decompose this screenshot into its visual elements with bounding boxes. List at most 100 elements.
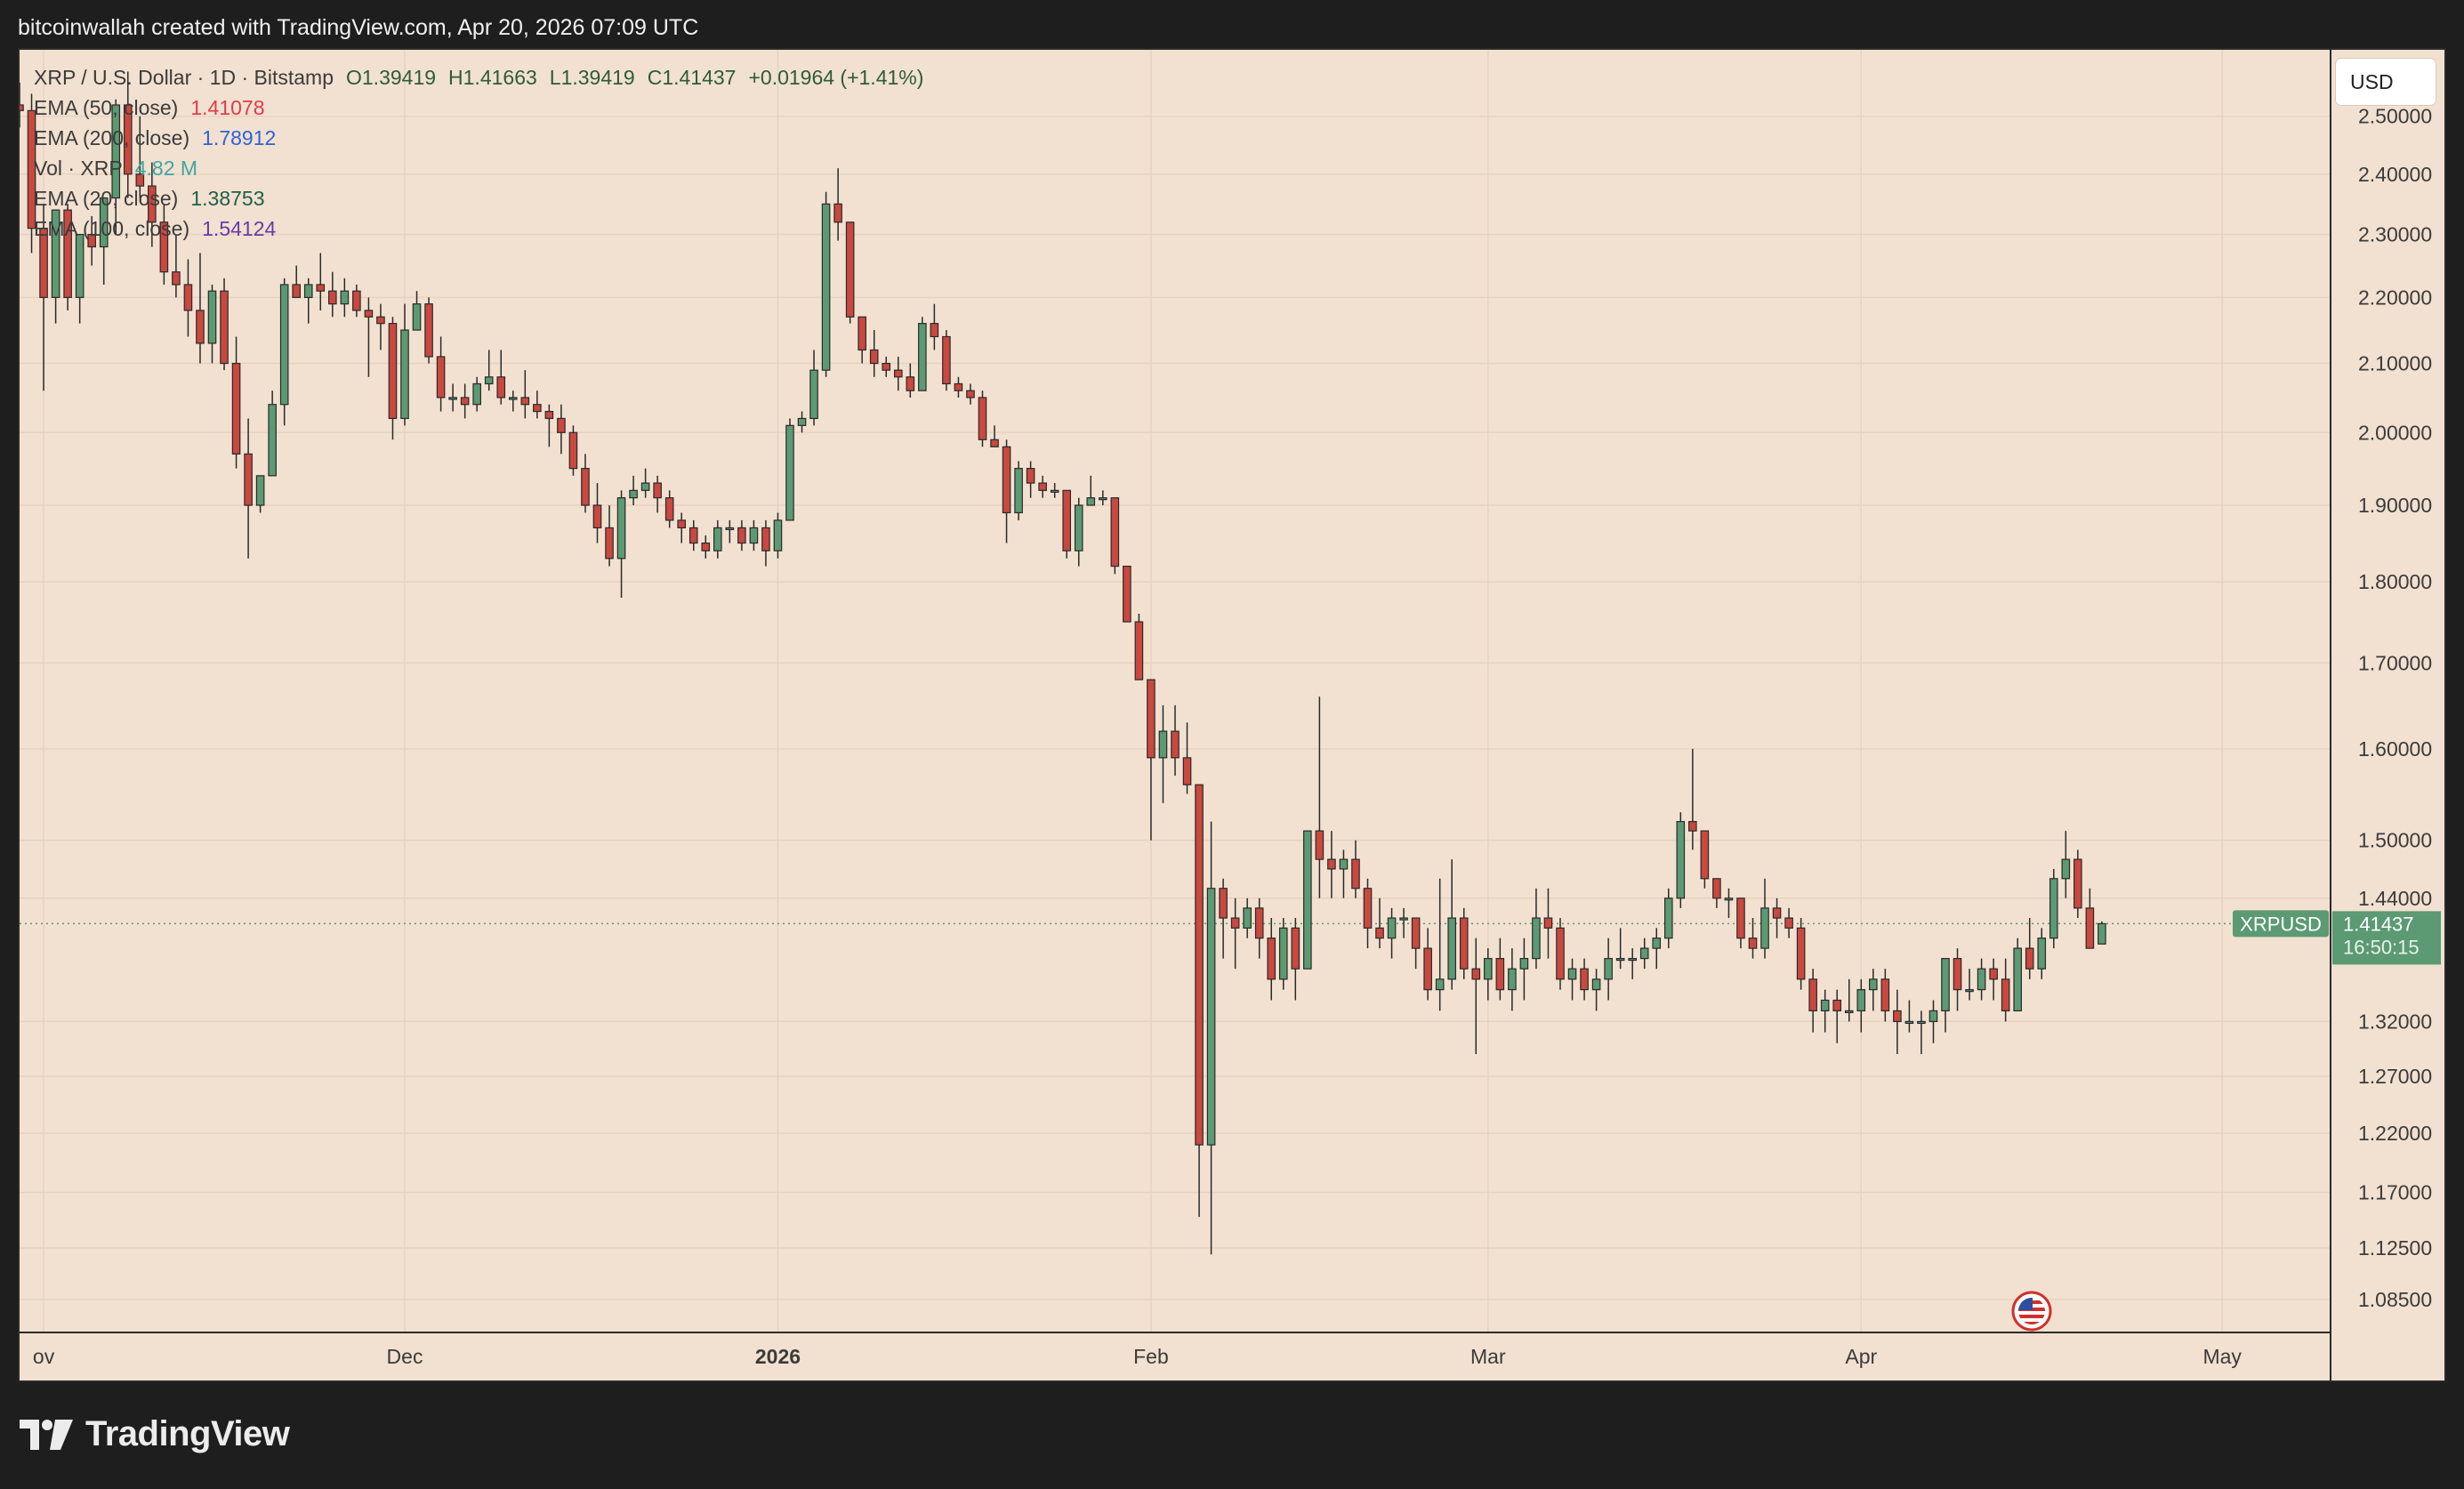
currency-button[interactable]: USD xyxy=(2336,59,2436,105)
candle xyxy=(316,253,326,310)
candle-body xyxy=(1447,917,1457,980)
price-axis[interactable]: 2.50000 2.40000 2.30000 2.20000 2.10000 2.000… xyxy=(2358,105,2432,1311)
us-flag-event-icon[interactable] xyxy=(2011,1291,2052,1332)
candle xyxy=(1760,878,1769,959)
tradingview-logo[interactable]: TradingView xyxy=(20,1414,290,1454)
candle xyxy=(1171,704,1180,777)
candle-body xyxy=(1435,978,1445,991)
legend-ohlc-row[interactable]: XRP / U.S. Dollar · 1D · Bitstamp O1.3941… xyxy=(34,62,923,93)
attribution-text: bitcoinwallah created with TradingView.c… xyxy=(18,15,699,40)
candle xyxy=(51,209,60,324)
candle xyxy=(1965,969,1974,1001)
candle-body xyxy=(1663,897,1673,939)
candle-body xyxy=(496,376,506,398)
candle-body xyxy=(1134,621,1144,680)
candle-body xyxy=(412,303,422,331)
legend-volume-row[interactable]: Vol · XRP 4.82 M xyxy=(34,153,923,183)
candle xyxy=(424,297,433,364)
candle-body xyxy=(592,504,602,528)
candle-body xyxy=(1002,446,1011,514)
candle-body xyxy=(1639,947,1649,960)
candle-body xyxy=(640,482,650,491)
candle xyxy=(821,191,831,377)
candle-body xyxy=(1038,482,1047,491)
candle xyxy=(1134,614,1144,680)
candle xyxy=(930,303,939,350)
candle xyxy=(1110,497,1120,575)
candle-body xyxy=(75,233,85,299)
candle-body xyxy=(1917,1020,1926,1025)
candle-body xyxy=(1808,978,1817,1012)
candle-body xyxy=(51,209,60,299)
candle xyxy=(1206,821,1216,1255)
candle xyxy=(172,234,181,298)
candle-body xyxy=(1615,958,1625,962)
legend-ema100-row[interactable]: EMA (100, close) 1.54124 xyxy=(34,213,923,244)
candle-body xyxy=(797,417,807,426)
candle-body xyxy=(1230,917,1240,929)
candle xyxy=(279,278,289,426)
time-axis[interactable]: ov Dec 2026 Feb Mar Apr May xyxy=(33,1345,2243,1368)
candle-body xyxy=(172,271,181,286)
legend-symbol[interactable]: XRP / U.S. Dollar · 1D · Bitstamp xyxy=(34,66,334,89)
candle xyxy=(761,519,770,567)
candle xyxy=(1808,969,1817,1033)
candle-body xyxy=(1099,497,1107,501)
candle-body xyxy=(1050,489,1059,493)
price-tick-label: 1.80000 xyxy=(2358,570,2432,593)
candle-body xyxy=(1195,784,1204,1146)
candle-body xyxy=(1471,968,1481,980)
candle xyxy=(2085,888,2095,949)
candle xyxy=(1471,938,1481,1055)
price-chart[interactable]: 2.50000 2.40000 2.30000 2.20000 2.10000 2.000… xyxy=(20,50,2444,1380)
candle-body xyxy=(954,382,963,391)
candle-body xyxy=(376,316,385,325)
legend-ema50-row[interactable]: EMA (50, close) 1.41078 xyxy=(34,93,923,123)
candle xyxy=(664,490,674,528)
legend-ema200-row[interactable]: EMA (200, close) 1.78912 xyxy=(34,123,923,153)
candle xyxy=(1086,475,1096,506)
candle xyxy=(701,535,711,559)
candle xyxy=(1230,897,1240,970)
candle xyxy=(713,519,722,559)
candle-body xyxy=(557,417,566,433)
candle-body xyxy=(761,527,770,551)
candle xyxy=(352,284,361,318)
candle xyxy=(268,390,277,477)
candle xyxy=(1844,978,1854,1022)
candle xyxy=(520,370,530,419)
footer: TradingView xyxy=(0,1382,2464,1489)
candle-body xyxy=(906,376,915,391)
candle-body xyxy=(533,404,542,413)
candle-body xyxy=(1628,958,1637,962)
legend-ema20-row[interactable]: EMA (20, close) 1.38753 xyxy=(34,183,923,213)
ema100-value: 1.54124 xyxy=(202,217,277,240)
candle-body xyxy=(207,290,217,344)
candle-body xyxy=(2085,907,2095,949)
candle xyxy=(1663,888,1673,949)
candle xyxy=(1989,958,1998,1001)
candle xyxy=(966,383,975,405)
grid-lines xyxy=(20,50,2331,1332)
candle-body xyxy=(701,542,711,551)
candle-body xyxy=(292,284,302,299)
candle xyxy=(255,475,265,513)
chart-panel[interactable]: 2.50000 2.40000 2.30000 2.20000 2.10000 2.000… xyxy=(18,48,2446,1382)
candle-body xyxy=(1519,958,1529,970)
candle xyxy=(785,418,794,521)
candle-body xyxy=(1929,1010,1938,1023)
legend-low: L1.39419 xyxy=(549,66,635,89)
candle xyxy=(858,316,866,364)
candle-body xyxy=(388,323,398,420)
candle-body xyxy=(2073,858,2082,909)
candle-body xyxy=(436,356,446,398)
candle xyxy=(1904,1000,1914,1033)
candle xyxy=(629,475,638,506)
candle-body xyxy=(918,323,927,391)
candle-body xyxy=(2025,947,2034,970)
candle xyxy=(148,162,157,247)
candle xyxy=(2013,938,2022,1012)
candle-body xyxy=(400,329,409,420)
price-tick-label: 2.30000 xyxy=(2358,223,2432,246)
candle xyxy=(2098,921,2106,945)
